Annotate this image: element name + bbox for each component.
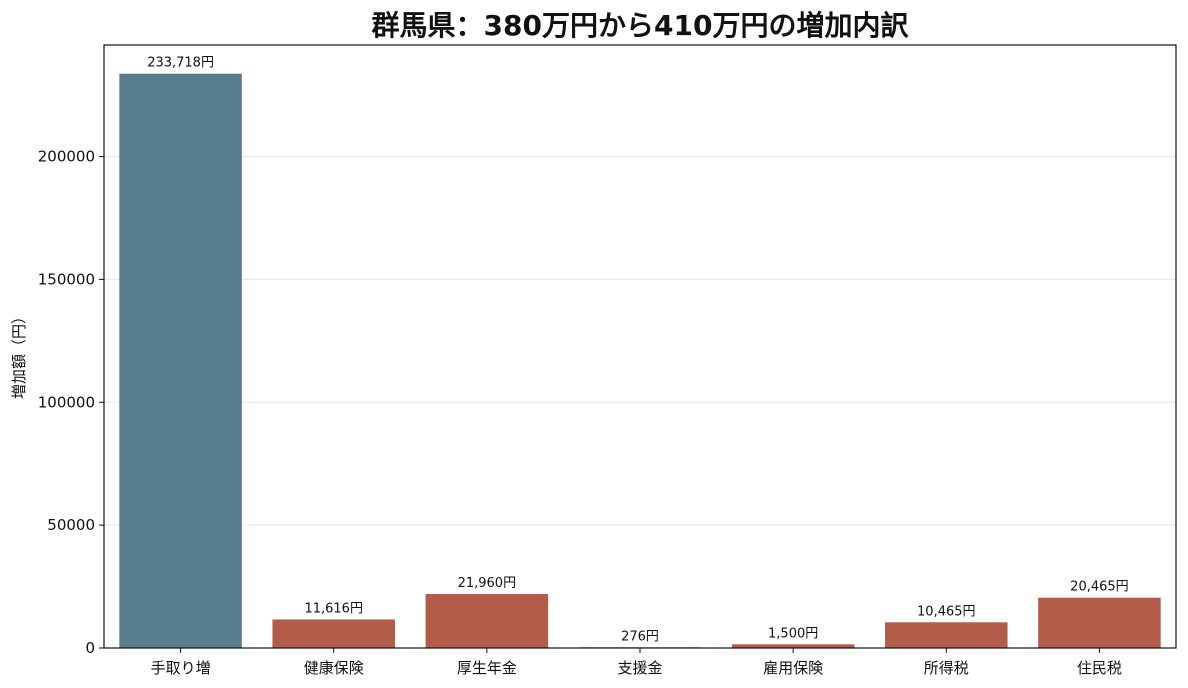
data-label: 233,718円 — [147, 56, 214, 71]
bars-layer — [119, 73, 1161, 649]
ticks-layer: 0 50000 100000 150000 200000 手取り増 健康保険 厚生年金 支援金 雇… — [38, 148, 1122, 677]
x-tick-label: 所得税 — [924, 659, 969, 677]
data-labels-layer: 233,718円 11,616円 21,960円 276円 1,500円 10,465円 2… — [147, 56, 1128, 645]
bar — [425, 594, 549, 648]
bar — [272, 619, 395, 648]
y-tick-label: 50000 — [47, 516, 95, 534]
y-axis-label: 増加額（円） — [10, 309, 28, 399]
x-tick-label: 住民税 — [1077, 659, 1122, 677]
x-tick-label: 雇用保険 — [763, 659, 823, 677]
data-label: 11,616円 — [304, 601, 363, 616]
plot-frame — [103, 44, 1177, 649]
y-tick-label: 200000 — [38, 148, 95, 166]
y-tick-label: 0 — [85, 639, 95, 657]
y-tick-label: 100000 — [38, 393, 95, 411]
grid-layer — [104, 156, 1176, 526]
data-label: 276円 — [621, 629, 659, 644]
bar — [885, 622, 1008, 648]
bar — [1038, 597, 1161, 648]
x-tick-label: 健康保険 — [304, 659, 364, 677]
x-tick-label: 厚生年金 — [457, 659, 517, 677]
chart-title: 群馬県：380万円から410万円の増加内訳 — [372, 9, 910, 42]
bar — [119, 73, 242, 649]
data-label: 21,960円 — [458, 576, 517, 591]
bar — [731, 644, 855, 648]
data-label: 1,500円 — [768, 626, 818, 641]
data-label: 10,465円 — [917, 604, 976, 619]
y-tick-label: 150000 — [38, 270, 95, 288]
x-tick-label: 支援金 — [617, 659, 662, 677]
data-label: 20,465円 — [1070, 580, 1129, 595]
x-tick-label: 手取り増 — [151, 659, 211, 677]
